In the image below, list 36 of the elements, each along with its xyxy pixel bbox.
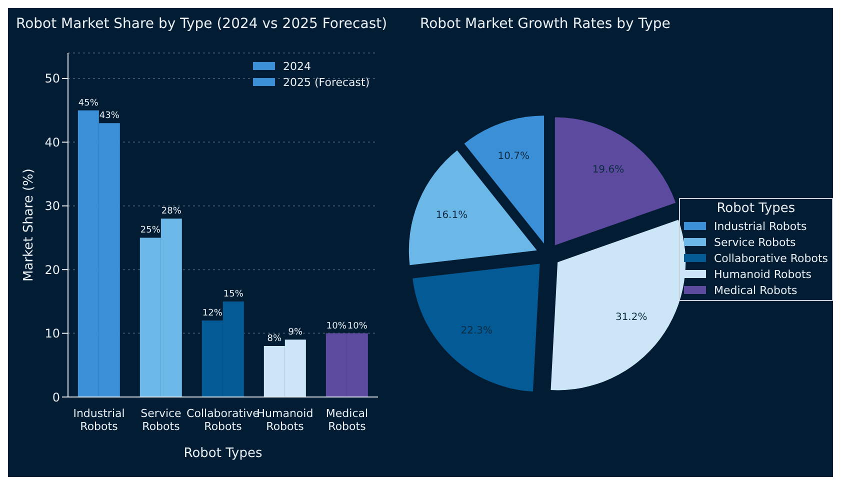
data-label: 16.1%: [436, 210, 468, 221]
legend-label: Service Robots: [714, 236, 796, 248]
y-tick-label: 50: [44, 72, 60, 86]
legend-label: Industrial Robots: [714, 220, 807, 232]
y-tick-label: 10: [44, 326, 60, 341]
data-label: 28%: [161, 206, 182, 217]
x-tick-label: Service Robots: [140, 407, 182, 433]
data-label: 22.3%: [460, 325, 493, 336]
data-label: 12%: [202, 308, 223, 319]
x-axis-title: Robot Types: [184, 446, 262, 461]
data-label: 10%: [326, 321, 347, 332]
data-label: 8%: [267, 334, 282, 344]
legend-label: Medical Robots: [714, 284, 798, 296]
legend-label: 2025 (Forecast): [283, 76, 370, 88]
data-label: 43%: [99, 111, 120, 122]
x-tick-label: Medical Robots: [326, 407, 368, 433]
data-label: 25%: [140, 226, 161, 236]
chart-title: Robot Market Share by Type (2024 vs 2025 Forecast): [16, 16, 388, 32]
chart-title: Robot Market Growth Rates by Type: [420, 16, 670, 32]
legend-title: Robot Types: [716, 201, 796, 216]
data-label: 10.7%: [498, 151, 530, 162]
y-axis-title: Market Share (%): [22, 168, 37, 282]
y-tick-label: 20: [44, 262, 60, 277]
data-label: 9%: [288, 328, 304, 338]
x-tick-label: Industrial Robots: [73, 407, 125, 433]
legend-label: 2024: [283, 60, 311, 72]
y-tick-label: 0: [52, 390, 60, 404]
data-label: 31.2%: [615, 312, 648, 323]
legend-label: Humanoid Robots: [714, 268, 812, 280]
data-label: 45%: [78, 98, 99, 108]
data-label: 19.6%: [592, 164, 624, 176]
y-tick-label: 30: [44, 199, 60, 214]
legend-label: Collaborative Robots: [714, 252, 828, 264]
y-tick-label: 40: [44, 135, 60, 150]
data-label: 15%: [223, 289, 244, 300]
data-label: 10%: [347, 321, 368, 332]
